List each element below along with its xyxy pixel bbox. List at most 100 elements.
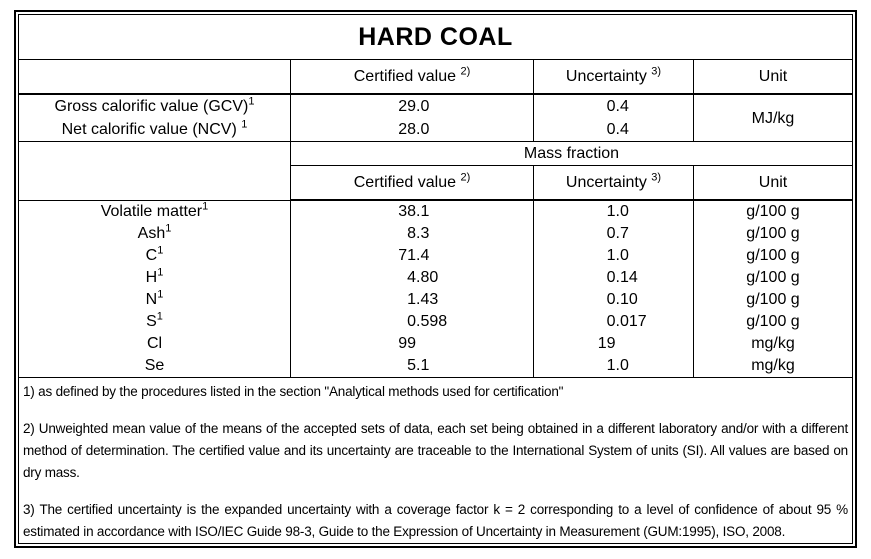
col-header-unit: Unit [693, 59, 853, 95]
certified-value: 8.3 [407, 225, 430, 242]
footnote-2: 2) Unweighted mean value of the means of… [23, 421, 848, 480]
certified-value: 99 [398, 335, 416, 352]
certified-value-cell: 1.43 [290, 289, 534, 311]
row-hydrogen: H1 4.80 0.14 g/100 g [18, 267, 853, 289]
row-footnote-marker: 1 [241, 118, 248, 131]
col-header-unit: Unit [693, 165, 853, 201]
certified-value: 1.43 [407, 291, 439, 308]
row-footnote-marker: 1 [157, 289, 164, 301]
certified-value-cell: 71.4 [290, 245, 534, 267]
uncertainty-value: 19 [597, 335, 616, 352]
parameter-label: Volatile matter1 [18, 200, 291, 223]
uncertainty-cell: 0.7 [533, 223, 694, 245]
certified-value: 4.80 [407, 269, 439, 286]
row-footnote-marker: 1 [248, 95, 255, 108]
spacer-cell [18, 141, 291, 201]
certified-value-cell: 29.0 [290, 93, 534, 118]
row-footnote-marker: 1 [156, 311, 163, 323]
unit-cell: g/100 g [693, 245, 853, 267]
parameter-label: Se [18, 355, 291, 378]
page-frame: HARD COAL Certified value 2) Uncertainty… [14, 10, 857, 548]
header-row-1: Certified value 2) Uncertainty 3) Unit [18, 59, 853, 95]
row-footnote-marker: 1 [165, 223, 172, 235]
title-row: HARD COAL [18, 14, 853, 60]
row-footnote-marker: 1 [202, 200, 209, 213]
uncertainty-value: 0.4 [606, 98, 629, 115]
certified-footnote-marker: 2) [460, 171, 471, 184]
certified-value-cell: 28.0 [290, 118, 534, 142]
col-header-certified: Certified value 2) [290, 59, 534, 95]
certified-value: 29.0 [398, 98, 430, 115]
uncertainty-value: 1.0 [606, 247, 629, 264]
row-nitrogen: N1 1.43 0.10 g/100 g [18, 289, 853, 311]
certificate-table: HARD COAL Certified value 2) Uncertainty… [18, 14, 853, 544]
footnotes-section: 1) as defined by the procedures listed i… [18, 377, 853, 544]
footnotes-row: 1) as defined by the procedures listed i… [18, 377, 853, 544]
certified-value-cell: 8.3 [290, 223, 534, 245]
certified-value-cell: 38.1 [290, 200, 534, 223]
unit-cell: mg/kg [693, 333, 853, 355]
corner-cell [18, 59, 291, 95]
mass-fraction-row: Mass fraction [18, 141, 853, 201]
unit-cell: mg/kg [693, 355, 853, 378]
uncertainty-value: 0.4 [606, 121, 629, 138]
unit-cell: g/100 g [693, 223, 853, 245]
uncertainty-value: 1.0 [606, 203, 629, 220]
certified-value: 5.1 [407, 357, 430, 374]
row-footnote-marker: 1 [157, 267, 164, 279]
certified-footnote-marker: 2) [460, 65, 471, 78]
certified-value-cell: 5.1 [290, 355, 534, 378]
mass-fraction-header: Mass fraction [290, 141, 853, 166]
row-footnote-marker: 1 [157, 245, 164, 257]
uncertainty-value: 1.0 [606, 357, 629, 374]
row-sulfur: S1 0.598 0.017 g/100 g [18, 311, 853, 333]
col-header-uncertainty: Uncertainty 3) [533, 59, 694, 95]
uncertainty-footnote-marker: 3) [651, 171, 662, 184]
header-row-2: Certified value 2) Uncertainty 3) Unit [19, 165, 853, 201]
certified-value: 0.598 [407, 313, 448, 330]
uncertainty-value: 0.7 [606, 225, 629, 242]
uncertainty-cell: 0.10 [533, 289, 694, 311]
parameter-label: S1 [18, 311, 291, 333]
uncertainty-value: 0.017 [606, 313, 647, 330]
parameter-label: H1 [18, 267, 291, 289]
parameter-label: N1 [18, 289, 291, 311]
uncertainty-cell: 1.0 [533, 355, 694, 378]
uncertainty-value: 0.10 [606, 291, 638, 308]
uncertainty-cell: 0.017 [533, 311, 694, 333]
certified-value-cell: 99 [290, 333, 534, 355]
unit-cell: g/100 g [693, 289, 853, 311]
uncertainty-footnote-marker: 3) [651, 65, 662, 78]
uncertainty-cell: 1.0 [533, 245, 694, 267]
row-volatile-matter: Volatile matter1 38.1 1.0 g/100 g [18, 200, 853, 223]
row-gcv: Gross calorific value (GCV)1 29.0 0.4 MJ… [18, 93, 853, 142]
parameter-label: Cl [18, 333, 291, 355]
unit-cell: g/100 g [693, 200, 853, 223]
uncertainty-cell: 19 [533, 333, 694, 355]
parameter-label: Gross calorific value (GCV)1 [18, 93, 291, 118]
unit-cell: g/100 g [693, 267, 853, 289]
certified-value-cell: 4.80 [290, 267, 534, 289]
uncertainty-cell: 0.4 [533, 118, 694, 142]
certified-value: 28.0 [398, 121, 430, 138]
footnote-1: 1) as defined by the procedures listed i… [23, 384, 564, 399]
uncertainty-cell: 0.14 [533, 267, 694, 289]
uncertainty-value: 0.14 [606, 269, 638, 286]
certified-value: 71.4 [398, 247, 430, 264]
col-header-uncertainty: Uncertainty 3) [533, 165, 694, 201]
uncertainty-cell: 1.0 [533, 200, 694, 223]
uncertainty-cell: 0.4 [533, 93, 694, 118]
parameter-label: C1 [18, 245, 291, 267]
certified-value: 38.1 [398, 203, 430, 220]
unit-cell: MJ/kg [693, 93, 853, 142]
footnote-3: 3) The certified uncertainty is the expa… [23, 502, 848, 539]
parameter-label: Net calorific value (NCV) 1 [18, 118, 291, 142]
row-ash: Ash1 8.3 0.7 g/100 g [18, 223, 853, 245]
row-selenium: Se 5.1 1.0 mg/kg [18, 355, 853, 378]
page-title: HARD COAL [18, 14, 853, 60]
col-header-certified: Certified value 2) [290, 165, 534, 201]
parameter-label: Ash1 [18, 223, 291, 245]
row-carbon: C1 71.4 1.0 g/100 g [18, 245, 853, 267]
row-chlorine: Cl 99 19 mg/kg [18, 333, 853, 355]
